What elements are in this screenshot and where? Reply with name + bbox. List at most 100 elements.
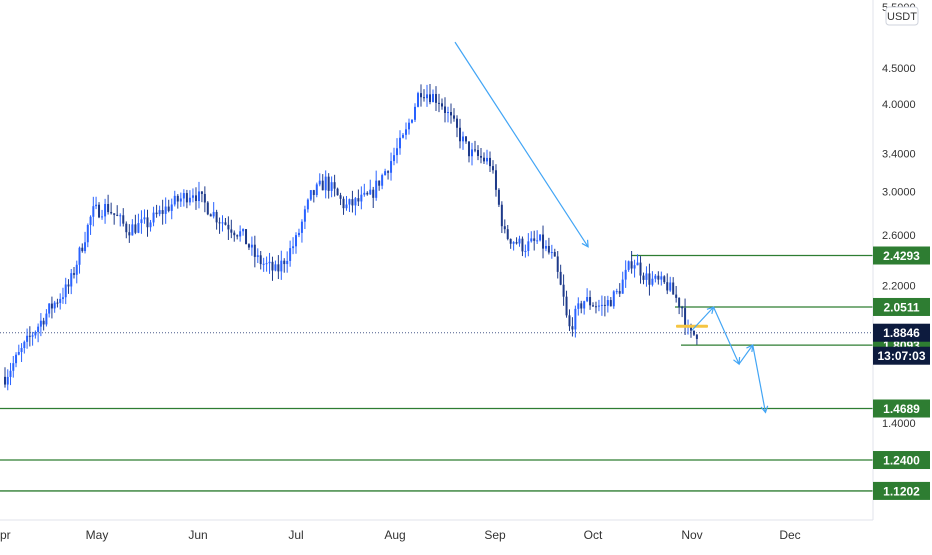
arrow-line: [713, 306, 740, 365]
candle-body: [315, 184, 318, 195]
candle-body: [300, 221, 303, 233]
candle-body: [125, 223, 128, 233]
candle-body: [233, 232, 236, 236]
candle-body: [265, 263, 268, 265]
candle-body: [417, 93, 419, 107]
level-price-label-bg: [873, 451, 930, 470]
candle-body: [438, 102, 440, 104]
candle-body: [283, 260, 286, 265]
candle-body: [550, 252, 553, 254]
x-tick-label: Aug: [384, 528, 405, 542]
level-price-label-text: 1.2400: [883, 454, 920, 468]
candle-body: [429, 94, 431, 103]
candle-body: [663, 276, 666, 283]
level-price-label-bg: [873, 399, 930, 418]
candle-body: [384, 171, 387, 176]
candle-body: [447, 112, 449, 114]
candle-body: [618, 291, 621, 294]
time-axis[interactable]: pr May Jun Jul Aug Sep Oct Nov Dec: [0, 528, 801, 542]
candle-body: [4, 376, 6, 385]
candle-body: [559, 271, 562, 285]
candle-body: [444, 106, 446, 113]
candle-body: [453, 115, 455, 119]
candle-body: [357, 198, 360, 202]
candle-body: [494, 170, 497, 190]
candle-body: [402, 134, 404, 138]
level-price-label: 1.1202: [873, 481, 930, 500]
candle-body: [268, 261, 271, 264]
candle-body: [512, 242, 515, 244]
candle-body: [462, 136, 464, 142]
candle-body: [330, 182, 333, 191]
candle-body: [167, 206, 170, 211]
candle-body: [292, 246, 295, 249]
candle-body: [333, 182, 336, 189]
candle-body: [81, 247, 84, 252]
last-price-label-text: 1.8846: [883, 326, 920, 340]
candle-body: [312, 190, 315, 195]
candle-body: [515, 242, 518, 244]
candle-body: [612, 291, 615, 307]
candle-body: [348, 199, 351, 205]
candle-body: [75, 264, 78, 275]
candle-body: [119, 215, 122, 217]
currency-label: USDT: [887, 11, 917, 23]
candle-body: [146, 217, 149, 228]
candle-body: [426, 94, 428, 99]
candle-body: [597, 305, 600, 307]
candle-body: [20, 348, 23, 353]
candle-body: [405, 129, 407, 135]
candle-body: [155, 212, 158, 215]
candle-body: [675, 294, 678, 298]
candle-body: [9, 370, 12, 377]
candle-body: [360, 194, 363, 202]
candle-body: [164, 206, 167, 214]
candle-body: [678, 297, 681, 308]
candle-body: [309, 190, 312, 200]
candle-body: [134, 224, 137, 233]
candle-body: [286, 260, 289, 265]
candle-body: [480, 155, 482, 158]
x-tick-label: Jul: [288, 528, 303, 542]
candle-body: [122, 215, 125, 224]
y-tick-label: 3.0000: [882, 186, 916, 198]
candle-body: [524, 250, 527, 252]
candle-body: [89, 216, 92, 225]
candle-body: [206, 202, 209, 215]
candle-body: [483, 157, 485, 162]
candle-body: [191, 195, 194, 198]
candle-body: [140, 219, 143, 224]
candle-body: [366, 192, 369, 195]
candle-body: [423, 97, 425, 99]
candle-body: [465, 136, 467, 142]
candle-body: [45, 313, 48, 325]
candle-body: [110, 212, 113, 214]
candle-body: [432, 94, 434, 103]
candle-body: [182, 193, 185, 199]
candle-body: [603, 304, 606, 306]
candle-body: [351, 199, 354, 206]
price-labels: 2.42932.05111.80931.46891.24001.12021.88…: [873, 246, 930, 500]
candle-body: [363, 192, 366, 195]
candle-body: [486, 157, 488, 162]
candle-body: [342, 198, 345, 209]
y-tick-label: 3.4000: [882, 148, 916, 160]
y-tick-label: 2.6000: [882, 230, 916, 242]
candle-body: [173, 195, 176, 205]
candle-body: [256, 255, 259, 257]
candle-body: [209, 214, 212, 217]
candle-body: [645, 273, 648, 280]
candle-body: [468, 141, 470, 157]
candle-body: [500, 204, 503, 227]
candle-body: [280, 260, 283, 272]
candle-body: [84, 242, 87, 252]
candle-body: [289, 248, 292, 261]
candle-body: [59, 298, 62, 303]
candle-body: [633, 265, 636, 269]
candle-body: [411, 119, 413, 123]
currency-label-box[interactable]: USDT: [885, 6, 919, 26]
candle-body: [530, 238, 533, 242]
candle-body: [399, 137, 401, 149]
